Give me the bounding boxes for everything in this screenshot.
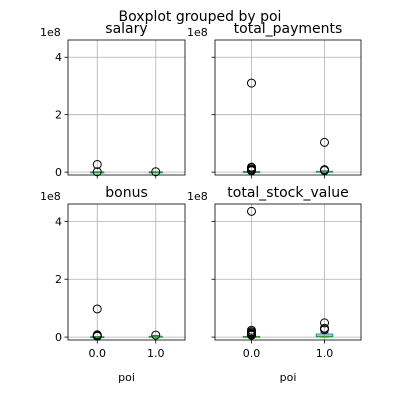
y-tick-label: 2	[55, 273, 62, 286]
outlier-point	[320, 323, 329, 333]
panel-title: total_payments	[234, 21, 343, 37]
y-tick-label: 0	[55, 166, 62, 179]
axes-frame	[67, 39, 186, 176]
outlier-point	[151, 330, 161, 340]
y-offset-label: 1e8	[187, 190, 208, 203]
outlier-point	[247, 206, 256, 216]
y-offset-label: 1e8	[187, 26, 208, 39]
panel-total_payments: 1e8 total_payments	[187, 21, 362, 179]
box-0.0	[90, 159, 105, 177]
outlier-point	[92, 304, 102, 314]
panel-bonus: 0 2 4 0.0 1.0 1e8 bonus poi	[40, 185, 186, 384]
panel-title: bonus	[105, 185, 148, 201]
y-offset-label: 1e8	[40, 26, 61, 39]
x-tick-label: 0.0	[89, 347, 107, 360]
panel-title: salary	[105, 21, 147, 37]
subplot-grid: 0 2 4 1e8 salary 1e8 total_payments 0 2 4 0.0 1.0 1e…	[40, 21, 362, 384]
box-1.0	[148, 330, 163, 340]
axes-frame	[214, 39, 362, 176]
box-0.0	[242, 78, 261, 176]
outlier-point	[320, 137, 329, 147]
box-0.0	[242, 206, 261, 340]
y-tick-label: 4	[55, 51, 62, 64]
outlier-point	[92, 159, 102, 169]
x-tick-label: 1.0	[147, 347, 165, 360]
y-tick-label: 4	[55, 215, 62, 228]
outlier-point	[320, 318, 329, 328]
figure-title: Boxplot grouped by poi	[119, 9, 282, 25]
box-1.0	[148, 167, 163, 177]
axes-frame	[67, 203, 186, 341]
x-axis-label: poi	[118, 371, 135, 384]
outlier-point	[320, 165, 329, 175]
box-1.0	[315, 318, 334, 338]
panel-salary: 0 2 4 1e8 salary	[40, 21, 186, 179]
y-tick-label: 2	[55, 109, 62, 122]
y-tick-label: 0	[55, 331, 62, 344]
outlier-point	[247, 78, 256, 88]
x-tick-label: 0.0	[243, 347, 261, 360]
x-axis-label: poi	[280, 371, 297, 384]
outlier-point	[92, 330, 102, 340]
outlier-point	[247, 325, 256, 335]
axes-frame	[214, 203, 362, 341]
panel-title: total_stock_value	[227, 185, 348, 201]
y-offset-label: 1e8	[40, 190, 61, 203]
outlier-point	[247, 162, 256, 172]
box-1.0	[315, 137, 334, 176]
x-tick-label: 1.0	[316, 347, 334, 360]
